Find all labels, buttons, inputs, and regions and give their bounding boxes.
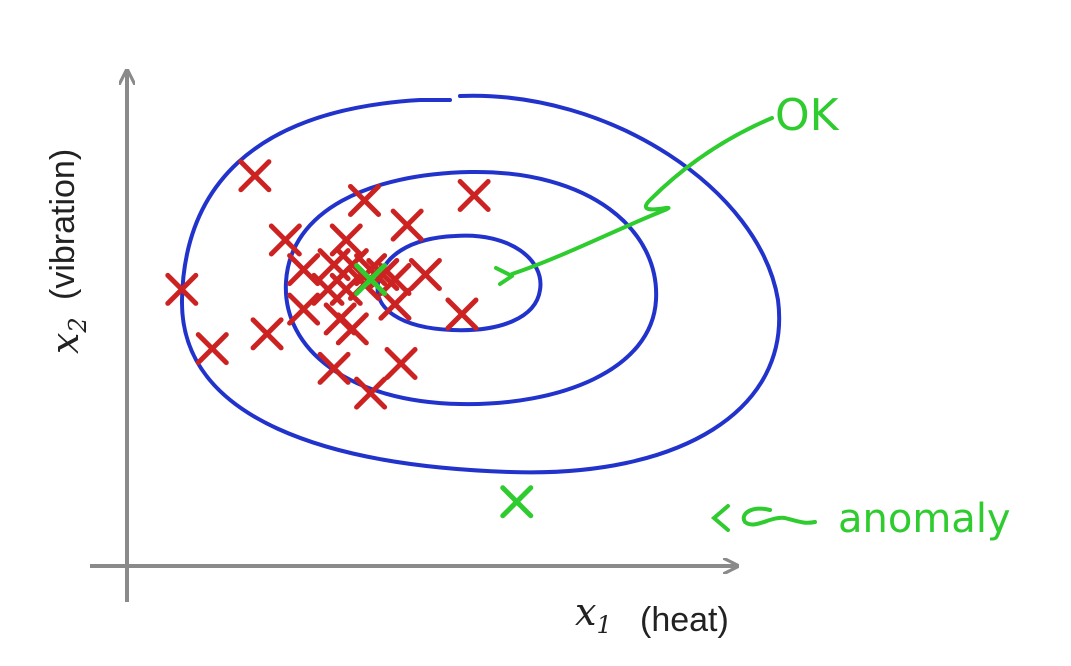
data-point [390,208,424,242]
x-axis-var: x [575,590,596,634]
data-point [335,312,369,346]
y-axis-sub: 2 [64,317,92,333]
points-layer [165,159,534,519]
y-axis-var: x [43,333,87,354]
data-point [457,179,491,212]
data-point [378,262,412,296]
data-point [384,346,418,380]
data-point [354,376,388,410]
data-point [238,159,272,193]
anomaly-label: anomaly [838,496,1011,542]
contours [179,93,782,475]
x-axis-label: x1 (heat) [575,590,729,639]
annotation-ok: OK [494,90,840,286]
x-axis-text: (heat) [640,601,729,639]
data-point [195,332,229,366]
data-point [445,297,479,331]
svg-text:x1: x1 [575,590,612,639]
svg-text:x2: x2 [43,317,92,354]
anomaly-arrow-head [710,504,730,532]
ok-arrow [510,116,774,276]
data-point [250,317,284,351]
ok-arrow-head [494,266,514,286]
data-point [165,272,199,306]
outer-contour [179,93,782,475]
test-point-anomaly [500,485,534,519]
x-axis-sub: 1 [596,611,611,639]
data-point [408,258,442,292]
test-point-ok [354,262,388,296]
middle-contour [283,169,659,407]
data-point [329,272,363,306]
data-point [317,351,351,385]
data-point [287,292,321,326]
data-point [287,253,321,287]
ok-label: OK [775,90,840,141]
y-axis-label: x2 (vibration) [43,149,92,354]
y-axis-text: (vibration) [44,149,82,300]
annotation-anomaly: anomaly [710,496,1011,542]
anomaly-arrow [741,506,817,527]
inner-contour [375,233,543,333]
data-point [348,183,382,217]
data-point [268,223,302,257]
